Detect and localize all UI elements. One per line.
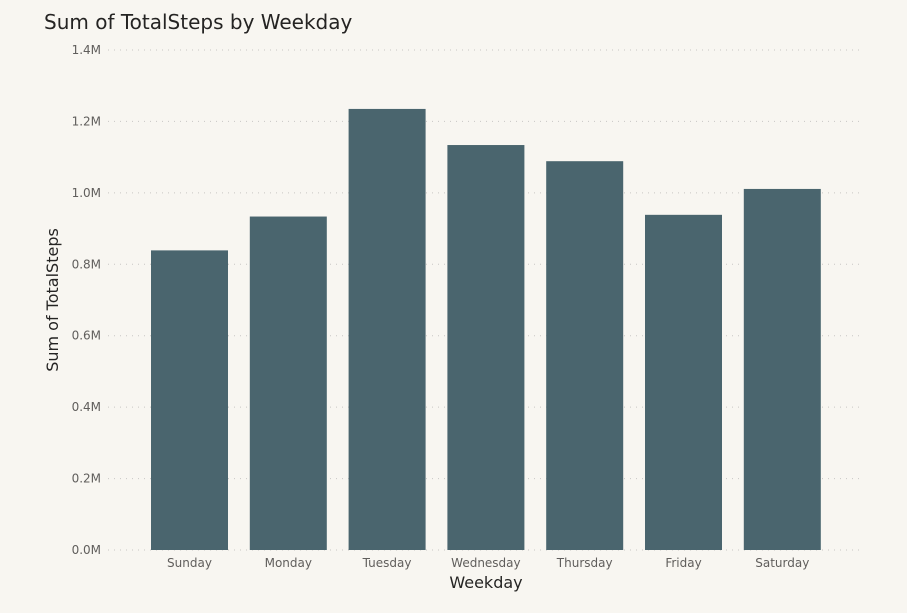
chart-title: Sum of TotalSteps by Weekday [44, 10, 353, 34]
x-tick-label-friday: Friday [665, 556, 701, 570]
y-tick-label: 0.8M [72, 257, 101, 271]
y-tick-label: 0.6M [72, 329, 101, 343]
bar-wednesday[interactable] [447, 145, 525, 550]
y-axis-ticks: 0.0M 0.2M 0.4M 0.6M 0.8M 1.0M 1.2M 1.4M [72, 43, 101, 557]
x-tick-label-saturday: Saturday [755, 556, 809, 570]
y-tick-label: 1.2M [72, 114, 101, 128]
bar-sunday[interactable] [151, 250, 228, 550]
x-tick-label-wednesday: Wednesday [451, 556, 520, 570]
y-tick-label: 1.4M [72, 43, 101, 57]
bar-saturday[interactable] [743, 188, 821, 550]
x-axis-ticks: Sunday Monday Tuesday Wednesday Thursday Frid… [167, 556, 809, 570]
bar-thursday[interactable] [546, 161, 624, 550]
bars [151, 108, 821, 550]
bar-friday[interactable] [645, 214, 722, 550]
y-axis-title: Sum of TotalSteps [43, 228, 62, 372]
x-tick-label-thursday: Thursday [556, 556, 613, 570]
x-axis-title: Weekday [449, 573, 522, 592]
y-tick-label: 0.2M [72, 472, 101, 486]
x-tick-label-sunday: Sunday [167, 556, 212, 570]
y-tick-label: 1.0M [72, 186, 101, 200]
y-tick-label: 0.4M [72, 400, 101, 414]
bar-tuesday[interactable] [348, 108, 426, 550]
y-tick-label: 0.0M [72, 543, 101, 557]
x-tick-label-monday: Monday [265, 556, 312, 570]
x-tick-label-tuesday: Tuesday [362, 556, 412, 570]
bar-monday[interactable] [249, 216, 327, 550]
